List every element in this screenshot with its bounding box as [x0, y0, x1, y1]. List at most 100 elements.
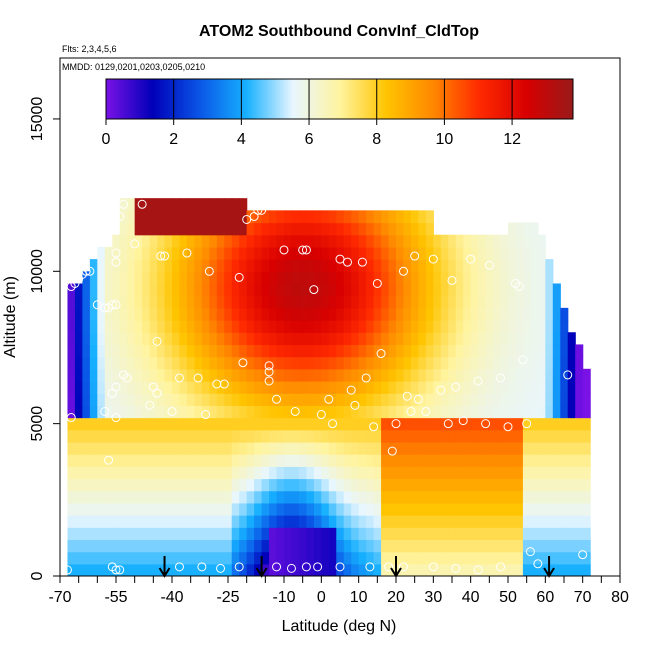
heatmap-cell [500, 283, 509, 297]
heatmap-cell [463, 527, 472, 541]
heatmap-cell [463, 429, 472, 443]
heatmap-cell [470, 515, 479, 528]
heatmap-cell [560, 393, 569, 406]
heatmap-cell [164, 198, 173, 211]
heatmap-cell [396, 222, 405, 236]
heatmap-field [67, 198, 591, 576]
heatmap-cell [366, 539, 375, 553]
heatmap-cell [82, 417, 91, 431]
heatmap-cell [545, 320, 554, 333]
heatmap-cell [164, 210, 173, 224]
heatmap-cell [508, 429, 517, 443]
heatmap-cell [134, 259, 143, 272]
heatmap-cell [388, 380, 397, 394]
heatmap-cell [478, 320, 487, 333]
heatmap-cell [537, 502, 546, 516]
heatmap-cell [186, 210, 195, 224]
heatmap-cell [306, 210, 315, 224]
heatmap-cell [97, 466, 106, 480]
sample-point [496, 373, 506, 383]
heatmap-cell [261, 283, 270, 297]
heatmap-cell [388, 393, 397, 406]
heatmap-cell [276, 380, 285, 394]
heatmap-cell [112, 380, 121, 394]
heatmap-cell [522, 307, 531, 321]
heatmap-cell [418, 551, 427, 565]
heatmap-cell [358, 271, 367, 285]
heatmap-cell [157, 295, 166, 309]
heatmap-cell [522, 271, 531, 285]
heatmap-cell [336, 527, 345, 541]
heatmap-cell [246, 466, 255, 480]
heatmap-cell [545, 356, 554, 370]
heatmap-cell [104, 368, 113, 382]
heatmap-cell [104, 344, 113, 358]
heatmap-cell [410, 393, 419, 406]
heatmap-cell [582, 393, 591, 406]
heatmap-cell [231, 551, 240, 565]
heatmap-cell [298, 441, 307, 455]
heatmap-cell [186, 466, 195, 480]
heatmap-cell [373, 478, 382, 492]
heatmap-cell [104, 527, 113, 541]
heatmap-cell [321, 332, 330, 346]
sample-point [563, 370, 573, 380]
heatmap-cell [567, 490, 576, 504]
heatmap-cell [560, 490, 569, 504]
heatmap-cell [246, 332, 255, 346]
heatmap-cell [74, 344, 83, 358]
heatmap-cell [373, 429, 382, 443]
heatmap-cell [343, 563, 352, 576]
heatmap-cell [239, 466, 248, 480]
heatmap-cell [560, 307, 569, 321]
heatmap-cell [127, 417, 136, 431]
heatmap-cell [313, 344, 322, 358]
heatmap-cell [246, 527, 255, 541]
heatmap-cell [269, 222, 278, 236]
heatmap-cell [74, 490, 83, 504]
heatmap-cell [381, 234, 390, 248]
heatmap-cell [246, 380, 255, 394]
heatmap-cell [485, 368, 494, 382]
heatmap-cell [366, 563, 375, 576]
heatmap-cell [328, 454, 337, 467]
heatmap-cell [530, 271, 539, 285]
heatmap-cell [164, 478, 173, 492]
sample-point [451, 382, 461, 392]
heatmap-cell [89, 307, 98, 321]
heatmap-cell [284, 320, 293, 333]
heatmap-cell [440, 368, 449, 382]
heatmap-cell [403, 490, 412, 504]
heatmap-cell [269, 259, 278, 272]
heatmap-cell [67, 441, 76, 455]
heatmap-cell [284, 429, 293, 443]
heatmap-cell [254, 222, 263, 236]
heatmap-cell [537, 466, 546, 480]
heatmap-cell [418, 417, 427, 431]
heatmap-cell [328, 259, 337, 272]
heatmap-cell [261, 417, 270, 431]
heatmap-cell [97, 405, 106, 419]
heatmap-cell [298, 563, 307, 576]
heatmap-cell [343, 210, 352, 224]
heatmap-cell [149, 454, 158, 467]
heatmap-cell [216, 344, 225, 358]
heatmap-cell [209, 551, 218, 565]
heatmap-cell [582, 454, 591, 467]
heatmap-cell [321, 210, 330, 224]
heatmap-cell [500, 246, 509, 260]
heatmap-cell [224, 210, 233, 224]
heatmap-cell [328, 441, 337, 455]
heatmap-cell [410, 563, 419, 576]
heatmap-cell [373, 441, 382, 455]
heatmap-cell [530, 490, 539, 504]
heatmap-cell [522, 466, 531, 480]
heatmap-cell [246, 441, 255, 455]
heatmap-cell [186, 295, 195, 309]
heatmap-cell [485, 283, 494, 297]
heatmap-cell [298, 405, 307, 419]
heatmap-cell [545, 527, 554, 541]
heatmap-cell [410, 332, 419, 346]
heatmap-cell [216, 551, 225, 565]
heatmap-cell [246, 283, 255, 297]
